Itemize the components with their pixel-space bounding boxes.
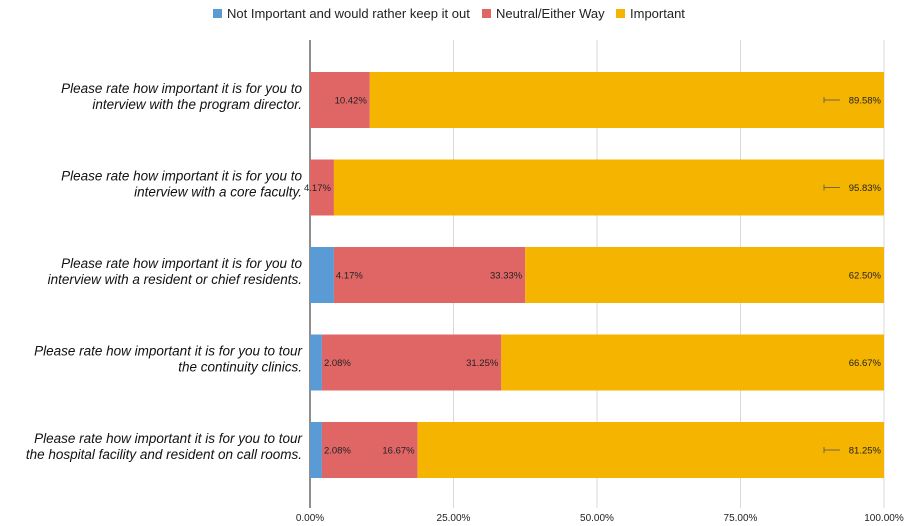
data-label: 31.25%	[466, 358, 499, 369]
bar-segment	[310, 334, 322, 391]
bars	[310, 72, 884, 478]
x-tick-label: 50.00%	[580, 513, 614, 524]
bar-segment	[321, 334, 502, 391]
legend-label: Not Important and would rather keep it o…	[227, 6, 470, 21]
bar-segment	[310, 247, 334, 303]
x-tick-label: 75.00%	[724, 513, 758, 524]
bar-segment	[310, 159, 334, 216]
data-labels: 10.42% 89.58% 4.17% 95.83% 33.33% 62.50% 31.25…	[304, 96, 882, 457]
legend-swatch	[213, 9, 222, 18]
data-label: 62.50%	[849, 271, 882, 282]
data-label: 16.67%	[382, 446, 415, 457]
data-label: 2.08%	[324, 446, 351, 457]
x-tick-label: 0.00%	[296, 513, 324, 524]
category-label: Please rate how important it is for you …	[34, 344, 302, 375]
bar-segment	[417, 422, 884, 478]
category-label: Please rate how important it is for you …	[48, 256, 303, 287]
legend-swatch	[482, 9, 491, 18]
data-label: 89.58%	[849, 96, 882, 107]
bar-segment	[333, 159, 884, 216]
bar-segment	[525, 247, 884, 303]
legend: Not Important and would rather keep it o…	[213, 6, 685, 21]
data-label: 81.25%	[849, 446, 882, 457]
x-tick-label: 25.00%	[437, 513, 471, 524]
bar-segment	[321, 422, 418, 478]
bar-segment	[501, 334, 884, 391]
data-label: 4.17%	[336, 271, 363, 282]
legend-swatch	[616, 9, 625, 18]
data-label: 10.42%	[335, 96, 368, 107]
bar-segment	[369, 72, 884, 128]
legend-label: Neutral/Either Way	[496, 6, 605, 21]
bar-segment	[310, 72, 370, 128]
category-label: Please rate how important it is for you …	[61, 169, 302, 200]
category-label: Please rate how important it is for you …	[26, 431, 303, 462]
category-label: Please rate how important it is for you …	[61, 81, 302, 112]
data-label: 66.67%	[849, 358, 882, 369]
data-label: 4.17%	[304, 183, 331, 194]
x-tick-label: 100.00%	[864, 513, 904, 524]
bar-segment	[333, 247, 526, 303]
x-axis-ticks: 0.00% 25.00% 50.00% 75.00% 100.00%	[296, 513, 904, 524]
category-labels: Please rate how important it is for you …	[26, 81, 303, 462]
data-label: 2.08%	[324, 358, 351, 369]
data-label: 33.33%	[490, 271, 523, 282]
data-label: 95.83%	[849, 183, 882, 194]
legend-label: Important	[630, 6, 685, 21]
bar-segment	[310, 422, 322, 478]
